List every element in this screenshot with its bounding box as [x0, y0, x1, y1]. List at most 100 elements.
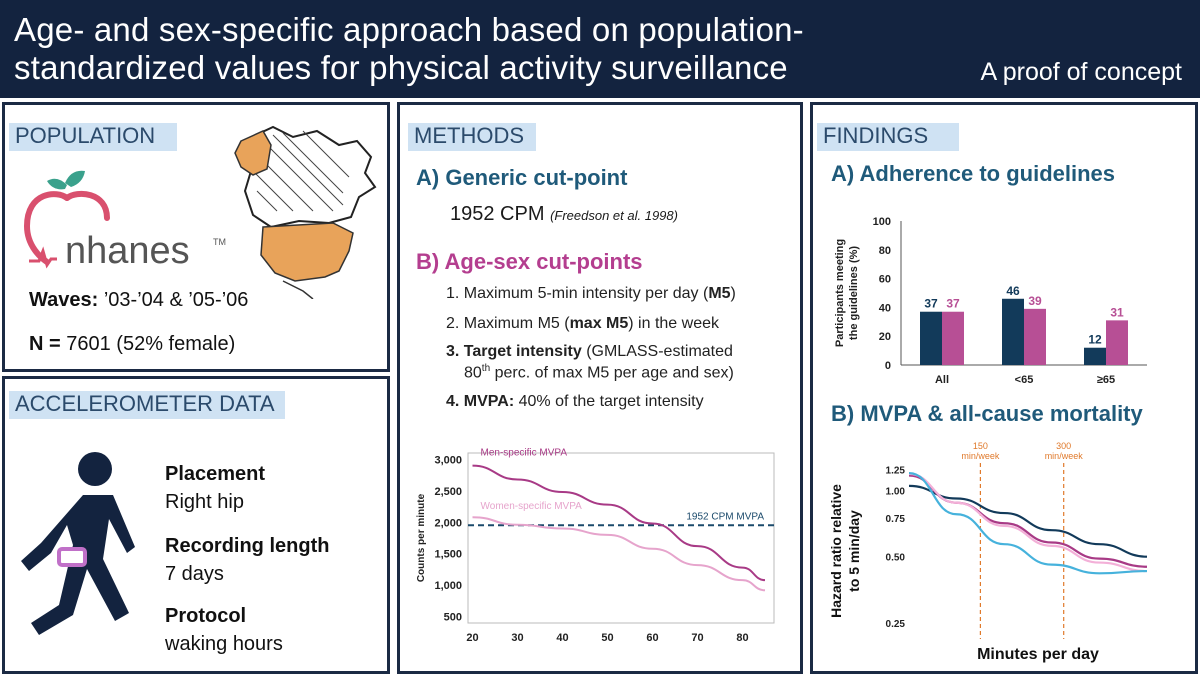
- page-title-line2: standardized values for physical activit…: [14, 49, 788, 86]
- method-step-2: 2. Maximum M5 (max M5) in the week: [446, 315, 719, 332]
- apple-outline-icon: [23, 191, 70, 265]
- recording-value: 7 days: [165, 563, 224, 585]
- methods-title: METHODS: [408, 121, 536, 151]
- y-tick-label: 0.25: [886, 619, 906, 630]
- hr-series-line-4: [908, 472, 1148, 575]
- y-tick-label: 1,500: [434, 549, 462, 561]
- hr-series-line-3: [908, 472, 1148, 573]
- y-tick-label: 1,000: [434, 580, 462, 592]
- series-label-2: Women-specific MVPA: [481, 501, 583, 512]
- generic-cutpoint-value: 1952 CPM (Freedson et al. 1998): [450, 203, 678, 225]
- page-title-line1: Age- and sex-specific approach based on …: [14, 11, 804, 48]
- walking-person-icon: [21, 452, 135, 635]
- findings-title: FINDINGS: [817, 121, 959, 151]
- adherence-heading: A) Adherence to guidelines: [831, 161, 1116, 186]
- x-category-label: <65: [1015, 374, 1034, 386]
- bar-2-1: [1002, 298, 1024, 365]
- bar-1-2: [942, 311, 964, 365]
- accelerometer-device-icon: [57, 547, 87, 567]
- y-tick-label: 20: [879, 331, 891, 343]
- logo-text: nhanes: [65, 230, 190, 272]
- nhanes-logo: nhanes TM: [23, 170, 226, 272]
- y-tick-label: 1.25: [886, 465, 906, 476]
- header-banner: Age- and sex-specific approach based on …: [0, 0, 1200, 98]
- bar-1-1: [920, 311, 942, 365]
- mortality-line-chart: 0.25 0.50 0.75 1.00 1.25 Hazard ratio relativ…: [828, 441, 1148, 663]
- cutpoint-line-chart: 500 1,000 1,500 2,000 2,500 3,000 20 30 40 50 60 70…: [416, 448, 775, 644]
- y-axis-label-line1: Hazard ratio relative: [828, 484, 844, 618]
- reference-line-label: 1952 CPM MVPA: [686, 511, 764, 522]
- y-tick-label: 2,000: [434, 517, 462, 529]
- page-subtitle: A proof of concept: [980, 58, 1182, 86]
- mortality-heading: B) MVPA & all-cause mortality: [831, 401, 1143, 426]
- method-step-1: 1. Maximum 5-min intensity per day (M5): [446, 285, 736, 302]
- x-tick-label: 80: [736, 632, 748, 644]
- y-tick-label: 0.50: [886, 553, 906, 564]
- accelerometer-title: ACCELEROMETER DATA: [9, 389, 285, 419]
- waves-row: Waves: ’03-’04 & ’05-’06: [29, 289, 249, 311]
- n-row: N = 7601 (52% female): [29, 333, 236, 355]
- y-axis-label-line2: the guidelines (%): [848, 246, 860, 340]
- threshold-label-2: 300: [1056, 441, 1071, 451]
- bar-value-label: 12: [1088, 333, 1102, 347]
- series-label-1: Men-specific MVPA: [481, 448, 568, 459]
- population-panel: POPULATION nhanes TM Waves: ’03-’04 & ’0…: [2, 102, 390, 372]
- hr-series-line-1: [908, 484, 1148, 558]
- protocol-value: waking hours: [165, 633, 283, 655]
- usa-shape: [260, 222, 354, 282]
- x-tick-label: 70: [691, 632, 703, 644]
- bar-2-2: [1024, 308, 1046, 365]
- x-tick-label: 30: [511, 632, 523, 644]
- x-tick-label: 50: [601, 632, 613, 644]
- y-tick-label: 100: [873, 216, 891, 228]
- bar-value-label: 39: [1028, 294, 1042, 308]
- age-sex-cutpoints-heading: B) Age-sex cut-points: [416, 249, 643, 274]
- method-step-3: 3. Target intensity (GMLASS-estimated: [446, 343, 733, 360]
- x-axis-label: Minutes per day: [977, 646, 1099, 663]
- bar-value-label: 37: [946, 297, 960, 311]
- series-line-1: [472, 464, 766, 582]
- y-tick-label: 3,000: [434, 454, 462, 466]
- threshold-label-1: 150: [973, 441, 988, 451]
- bar-value-label: 46: [1006, 284, 1020, 298]
- x-category-label: All: [935, 374, 949, 386]
- y-axis-label-line2: to 5 min/day: [846, 510, 862, 592]
- y-tick-label: 0: [885, 360, 891, 372]
- methods-panel: METHODS A) Generic cut-point 1952 CPM (F…: [397, 102, 803, 674]
- recording-label: Recording length: [165, 535, 330, 557]
- adherence-bar-chart: 0 20 40 60 80 100 Participants meeting the guid…: [834, 216, 1147, 386]
- bar-value-label: 37: [924, 297, 938, 311]
- y-tick-label: 1.00: [886, 487, 906, 498]
- method-step-4: 4. MVPA: 40% of the target intensity: [446, 393, 704, 410]
- y-tick-label: 0.75: [886, 514, 906, 525]
- y-axis-label-line1: Participants meeting: [834, 239, 846, 347]
- bar-3-2: [1106, 320, 1128, 365]
- series-line-2: [472, 516, 766, 592]
- placement-value: Right hip: [165, 491, 244, 513]
- y-tick-label: 40: [879, 302, 891, 314]
- x-tick-label: 20: [466, 632, 478, 644]
- threshold-unit-1: min/week: [961, 451, 1000, 461]
- findings-panel: FINDINGS A) Adherence to guidelines 0 20 4…: [810, 102, 1198, 674]
- y-tick-label: 80: [879, 245, 891, 257]
- x-tick-label: 40: [556, 632, 568, 644]
- x-tick-label: 60: [646, 632, 658, 644]
- generic-cutpoint-heading: A) Generic cut-point: [416, 165, 628, 190]
- accelerometer-panel: ACCELEROMETER DATA Placement Right hip R…: [2, 376, 390, 674]
- y-axis-label: Counts per minute: [416, 493, 427, 582]
- leaf-icon: [65, 170, 85, 187]
- method-step-3-line2: 80th perc. of max M5 per age and sex): [464, 363, 734, 382]
- placement-label: Placement: [165, 463, 266, 485]
- bar-value-label: 31: [1110, 305, 1124, 319]
- bar-3-1: [1084, 347, 1106, 365]
- alaska-shape: [234, 130, 272, 176]
- y-tick-label: 60: [879, 274, 891, 286]
- threshold-unit-2: min/week: [1045, 451, 1084, 461]
- y-tick-label: 2,500: [434, 486, 462, 498]
- north-america-map: [234, 125, 377, 299]
- logo-tm: TM: [213, 237, 226, 247]
- population-title: POPULATION: [9, 121, 177, 151]
- y-tick-label: 500: [444, 612, 462, 624]
- protocol-label: Protocol: [165, 605, 247, 627]
- x-category-label: ≥65: [1097, 374, 1115, 386]
